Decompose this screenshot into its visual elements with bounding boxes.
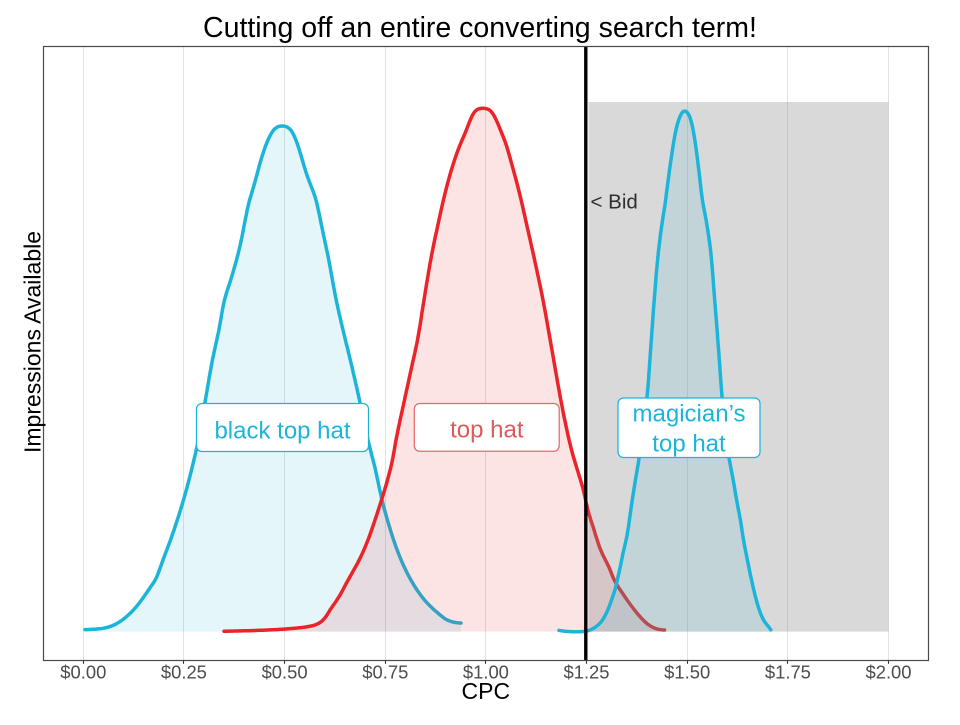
svg-text:$0.25: $0.25 xyxy=(161,661,207,682)
svg-text:$0.75: $0.75 xyxy=(362,661,408,682)
svg-text:$1.75: $1.75 xyxy=(765,661,811,682)
svg-text:$1.00: $1.00 xyxy=(463,661,509,682)
svg-text:$0.50: $0.50 xyxy=(262,661,308,682)
svg-text:$0.00: $0.00 xyxy=(60,661,106,682)
svg-text:$1.25: $1.25 xyxy=(563,661,609,682)
svg-text:CPC: CPC xyxy=(462,678,511,704)
svg-text:< Bid: < Bid xyxy=(591,190,638,213)
svg-text:black top hat: black top hat xyxy=(214,418,350,445)
svg-text:$2.00: $2.00 xyxy=(865,661,911,682)
svg-text:top hat: top hat xyxy=(652,430,726,457)
svg-text:Impressions Available: Impressions Available xyxy=(20,231,46,453)
svg-text:top hat: top hat xyxy=(450,416,524,443)
svg-text:$1.50: $1.50 xyxy=(664,661,710,682)
svg-text:magician’s: magician’s xyxy=(633,401,746,428)
svg-text:Cutting off an entire converti: Cutting off an entire converting search … xyxy=(203,12,757,44)
